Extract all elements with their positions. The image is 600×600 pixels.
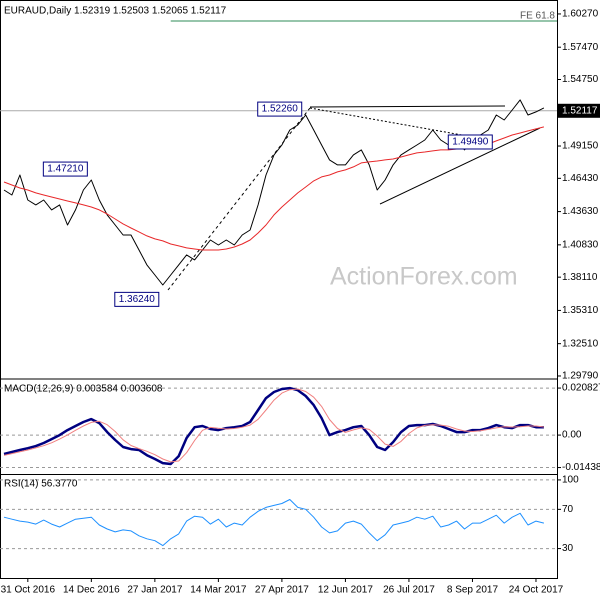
series-line bbox=[3, 386, 544, 466]
y-tick-label: 1.35310 bbox=[562, 305, 599, 316]
y-tick-label: 1.46430 bbox=[562, 173, 599, 184]
annotation-label: 1.47210 bbox=[47, 164, 84, 175]
y-tick-label: 1.54750 bbox=[562, 74, 599, 85]
annotation-label: 1.36240 bbox=[119, 294, 156, 305]
x-tick-label: 27 Jan 2017 bbox=[127, 585, 182, 596]
x-tick-label: 27 Apr 2017 bbox=[255, 585, 309, 596]
x-tick-label: 12 Jun 2017 bbox=[318, 585, 373, 596]
x-tick-label: 31 Oct 2016 bbox=[1, 585, 56, 596]
annotation-label: 1.49490 bbox=[452, 137, 489, 148]
x-tick-label: 24 Oct 2017 bbox=[509, 585, 564, 596]
y-tick-label: 1.29790 bbox=[562, 371, 599, 382]
y-tick-label: 70 bbox=[562, 504, 574, 515]
series-line bbox=[3, 388, 544, 463]
y-tick-label: 1.57470 bbox=[562, 42, 599, 53]
watermark: ActionForex.com bbox=[330, 263, 518, 291]
trendline bbox=[309, 105, 506, 108]
y-tick-label: 100 bbox=[562, 475, 579, 486]
y-tick-label: 1.40830 bbox=[562, 239, 599, 250]
y-tick-label: 1.32510 bbox=[562, 338, 599, 349]
frame bbox=[0, 0, 558, 579]
y-tick-label: -0.014386 bbox=[562, 462, 600, 473]
x-tick-label: 14 Mar 2017 bbox=[190, 585, 247, 596]
rsi-title: RSI(14) 56.3770 bbox=[4, 479, 78, 490]
x-tick-label: 26 Jul 2017 bbox=[383, 585, 435, 596]
trendline bbox=[379, 127, 541, 205]
annotation-box bbox=[114, 291, 160, 307]
annotation-box bbox=[257, 101, 303, 117]
y-tick-label: 1.43630 bbox=[562, 206, 599, 217]
macd-title: MACD(12,26,9) 0.003584 0.003608 bbox=[4, 384, 163, 395]
chart-title: EURAUD,Daily 1.52319 1.52503 1.52065 1.5… bbox=[4, 6, 227, 17]
y-tick-label: 1.60270 bbox=[562, 9, 599, 20]
y-tick-label: 30 bbox=[562, 543, 574, 554]
annotation-label: 1.52260 bbox=[262, 104, 299, 115]
trendline bbox=[167, 107, 311, 291]
y-tick-label: 1.49150 bbox=[562, 141, 599, 152]
annotation-box bbox=[447, 134, 493, 150]
last-price-box bbox=[558, 103, 600, 118]
x-tick-label: 14 Dec 2016 bbox=[63, 585, 120, 596]
y-tick-label: 0.020827 bbox=[562, 383, 600, 394]
level-label: FE 61.8 bbox=[520, 11, 555, 22]
annotation-box bbox=[42, 161, 88, 177]
series-line bbox=[3, 499, 545, 547]
y-tick-label: 1.38110 bbox=[562, 272, 598, 283]
y-tick-label: 0.00 bbox=[562, 430, 582, 441]
x-tick-label: 8 Sep 2017 bbox=[447, 585, 499, 596]
last-price-label: 1.52117 bbox=[562, 105, 598, 116]
